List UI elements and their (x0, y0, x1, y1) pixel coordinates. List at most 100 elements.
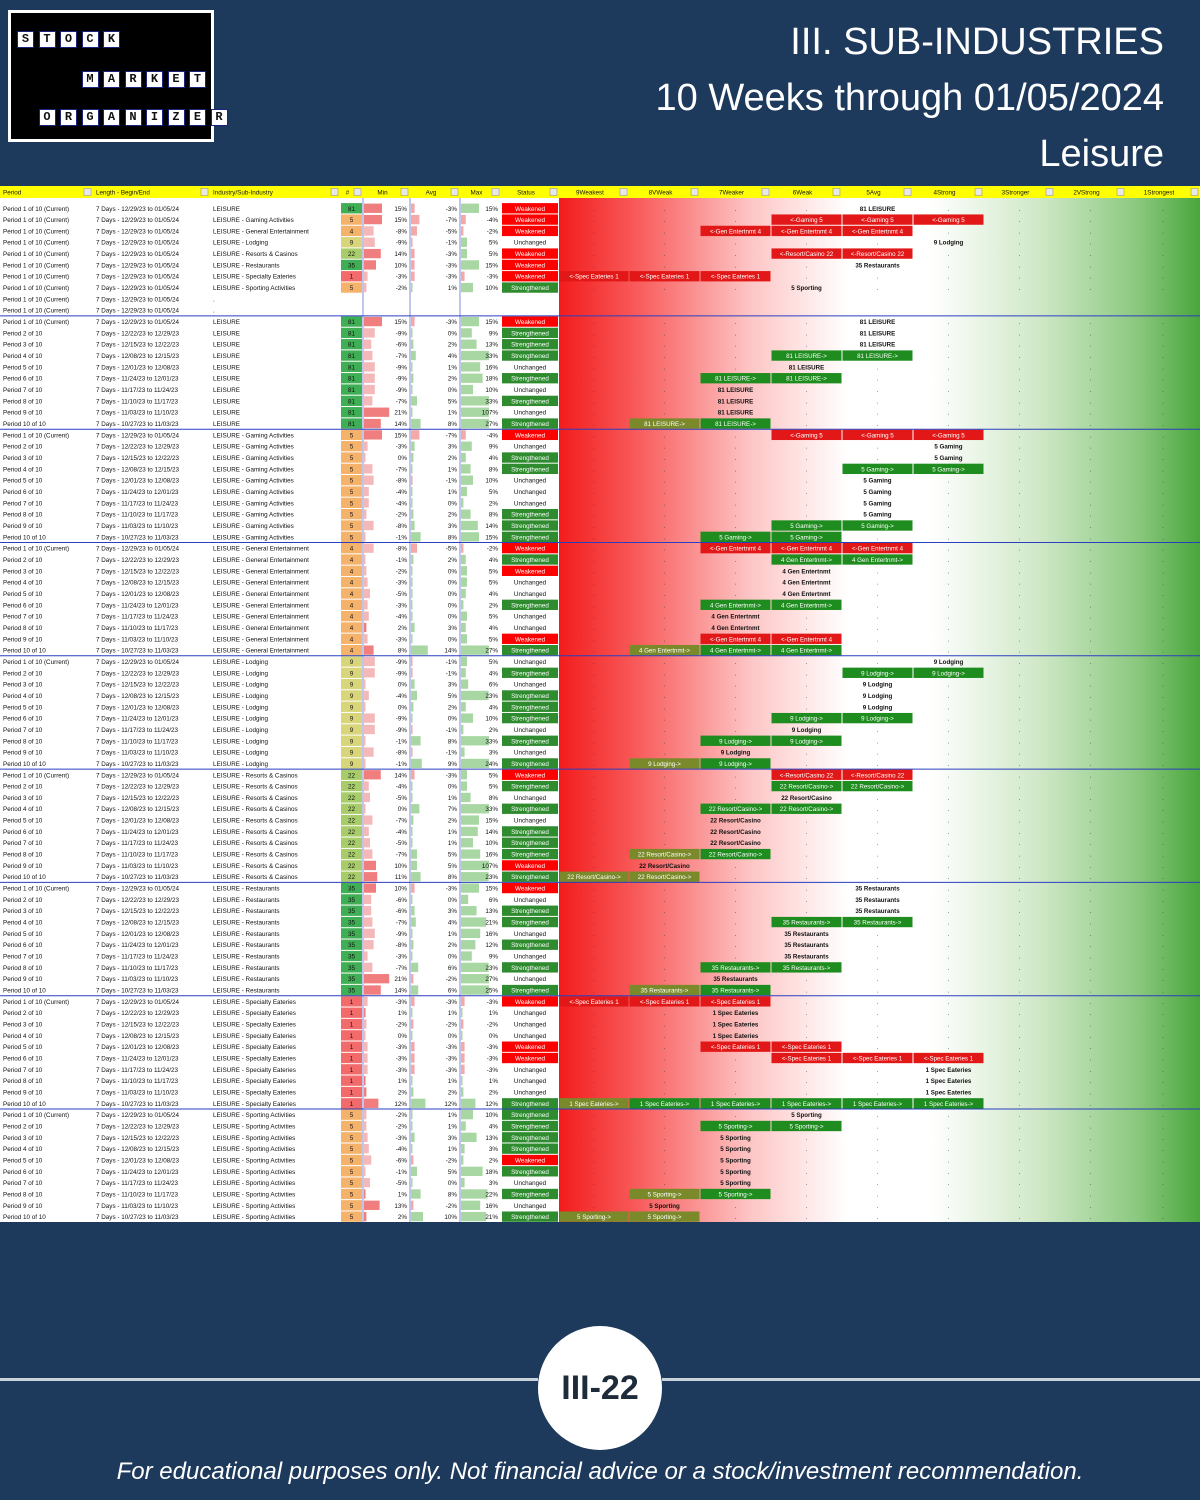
data-bar (461, 1064, 465, 1075)
length-cell: 7 Days - 12/29/23 to 01/05/24 (96, 772, 179, 779)
count-cell: 1 (350, 1044, 354, 1051)
data-bar (364, 860, 376, 871)
value-cell: 4% (489, 670, 499, 677)
industry-cell: LEISURE - Resorts & Casinos (213, 784, 298, 791)
rank-mark: <-Spec Eateries 1 (711, 274, 761, 281)
data-bar (411, 407, 413, 417)
count-cell-fill (341, 418, 362, 429)
empty-rank-dot: . (593, 863, 595, 870)
empty-rank-dot: . (664, 727, 666, 734)
data-bar (411, 362, 413, 372)
rank-mark-fill (842, 554, 913, 565)
count-cell-fill (341, 588, 362, 599)
data-bar (364, 588, 370, 599)
empty-rank-dot: . (593, 240, 595, 247)
count-cell: 81 (348, 376, 356, 383)
empty-rank-dot: . (1019, 738, 1021, 745)
status-cell-fill (502, 712, 558, 724)
empty-rank-dot: . (1162, 262, 1164, 269)
empty-rank-dot: . (735, 251, 737, 258)
empty-rank-dot: . (593, 795, 595, 802)
period-cell: Period 3 of 10 (3, 908, 43, 915)
empty-rank-dot: . (806, 410, 808, 417)
empty-rank-dot: . (735, 444, 737, 451)
empty-rank-dot: . (1019, 727, 1021, 734)
empty-rank-dot: . (1090, 523, 1092, 530)
empty-rank-dot: . (877, 240, 879, 247)
count-cell: 22 (348, 829, 356, 836)
empty-rank-dot: . (806, 818, 808, 825)
empty-rank-dot: . (806, 1089, 808, 1096)
empty-rank-dot: . (806, 750, 808, 757)
empty-rank-dot: . (1019, 750, 1021, 757)
value-cell: 16% (485, 1203, 498, 1210)
empty-rank-dot: . (948, 863, 950, 870)
value-cell: 8% (448, 874, 458, 881)
empty-rank-dot: . (1019, 568, 1021, 575)
count-cell: 1 (350, 1056, 354, 1063)
empty-rank-dot: . (877, 1203, 879, 1210)
empty-rank-dot: . (806, 908, 808, 915)
data-bar (364, 736, 366, 746)
data-bar (411, 940, 414, 950)
rank-mark-fill (771, 599, 842, 610)
empty-rank-dot: . (948, 1157, 950, 1164)
empty-rank-dot: . (948, 500, 950, 507)
empty-rank-dot: . (1090, 1214, 1092, 1221)
industry-cell: LEISURE - Specialty Eateries (213, 1010, 296, 1017)
period-cell: Period 2 of 10 (3, 444, 43, 451)
status-cell-fill (502, 373, 558, 384)
count-cell: 1 (350, 1078, 354, 1085)
status-cell: Unchanged (514, 682, 547, 689)
rank-mark: <-Gen Entertnmt 4 (710, 636, 762, 643)
rank-mark: 35 Restaurants-> (854, 920, 902, 927)
empty-rank-dot: . (806, 682, 808, 689)
data-bar (411, 486, 413, 497)
empty-rank-dot: . (1090, 602, 1092, 609)
period-cell: Period 8 of 10 (3, 852, 43, 859)
rank-mark: 22 Resort/Casino (639, 863, 690, 870)
length-cell: 7 Days - 11/03/23 to 11/10/23 (96, 750, 179, 757)
value-cell: 10% (394, 886, 407, 893)
rank-mark-fill (771, 633, 842, 644)
data-bar (411, 600, 413, 610)
value-cell: -7% (396, 852, 408, 859)
empty-rank-dot: . (593, 444, 595, 451)
value-cell: 11% (395, 874, 408, 881)
industry-cell: LEISURE - Sporting Activities (213, 285, 295, 292)
industry-cell: LEISURE - Restaurants (213, 262, 280, 269)
rank-mark-fill (700, 962, 771, 973)
count-cell: 22 (348, 874, 356, 881)
header-row (0, 186, 1200, 198)
count-cell-fill (341, 780, 362, 792)
value-cell: -3% (396, 580, 408, 587)
rank-mark: 22 Resort/Casino-> (780, 784, 834, 791)
empty-rank-dot: . (1162, 206, 1164, 213)
count-cell: 22 (348, 251, 356, 258)
industry-cell: LEISURE - General Entertainment (213, 546, 309, 553)
data-bar (411, 543, 417, 553)
count-cell: 35 (348, 886, 356, 893)
rank-mark: 22 Resort/Casino-> (638, 852, 692, 859)
empty-rank-dot: . (1090, 455, 1092, 462)
column-header: 5Avg (866, 190, 881, 197)
value-cell: 24% (485, 761, 498, 768)
empty-rank-dot: . (1162, 410, 1164, 417)
period-cell: Period 7 of 10 (3, 1067, 43, 1074)
status-cell-fill (502, 463, 558, 475)
empty-rank-dot: . (593, 772, 595, 779)
empty-rank-dot: . (1019, 625, 1021, 632)
data-bar (411, 316, 415, 327)
count-cell-fill (341, 1052, 362, 1064)
empty-rank-dot: . (735, 931, 737, 938)
data-bar (364, 1098, 379, 1108)
value-cell: -4% (396, 489, 408, 496)
industry-cell: LEISURE - Resorts & Casinos (213, 852, 298, 859)
empty-rank-dot: . (948, 1112, 950, 1119)
empty-rank-dot: . (877, 1078, 879, 1085)
empty-rank-dot: . (806, 319, 808, 326)
data-bar (411, 668, 413, 678)
empty-rank-dot: . (593, 852, 595, 859)
empty-rank-dot: . (735, 942, 737, 949)
value-cell: -3% (396, 602, 408, 609)
